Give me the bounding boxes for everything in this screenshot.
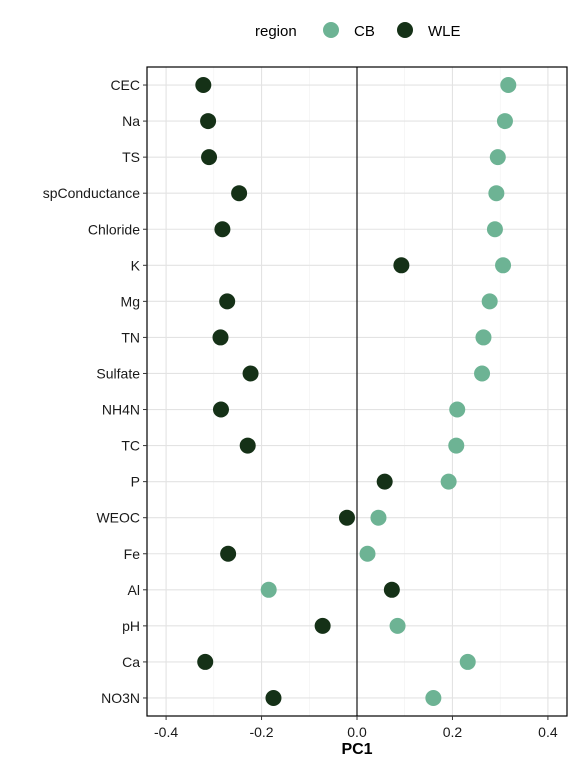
legend: region CB WLE [255,22,461,40]
plot-panel: CEC Na TS spConductance Chloride K Mg TN Sulfate… [43,66,568,740]
x-tick-label: 0.4 [538,724,558,740]
y-tick-label: Mg [121,293,140,309]
y-tick-label: Al [128,582,140,598]
point-wle [214,221,231,238]
legend-label-wle: WLE [428,23,461,40]
point-wle [265,689,282,706]
y-tick-label: Chloride [88,221,140,237]
y-tick-label: TC [121,438,140,454]
y-tick-label: P [131,474,140,490]
point-wle [220,545,237,562]
point-cb [359,545,376,562]
y-tick-label: TS [122,149,140,165]
point-cb [481,293,498,310]
point-cb [459,653,476,670]
point-wle [212,329,229,346]
x-tick-label: -0.2 [249,724,273,740]
point-cb [474,365,491,382]
point-wle [242,365,259,382]
y-tick-label: spConductance [43,185,141,201]
point-wle [212,401,229,418]
y-tick-label: CEC [110,77,140,93]
y-tick-label: NO3N [101,690,140,706]
x-tick-label: 0.0 [347,724,367,740]
point-cb [488,185,505,202]
y-tick-label: K [131,257,141,273]
point-wle [376,473,393,490]
point-wle [195,77,212,94]
y-tick-label: Sulfate [96,365,140,381]
point-cb [489,149,506,166]
y-tick-label: Na [122,113,140,129]
point-wle [314,617,331,634]
point-cb [449,401,466,418]
point-wle [201,149,218,166]
y-tick-label: pH [122,618,140,634]
x-tick-label: -0.4 [154,724,178,740]
x-tick-label: 0.2 [443,724,463,740]
y-tick-label: Ca [122,654,140,670]
point-wle [383,581,400,598]
point-wle [200,113,217,130]
legend-label-cb: CB [354,23,375,40]
y-tick-label: TN [121,329,140,345]
point-wle [219,293,236,310]
point-cb [370,509,387,526]
point-wle [338,509,355,526]
x-axis-title: PC1 [341,741,372,758]
point-cb [486,221,503,238]
point-cb [475,329,492,346]
legend-title: region [255,23,297,40]
point-wle [393,257,410,274]
y-tick-label: WEOC [96,510,140,526]
point-wle [231,185,248,202]
point-cb [496,113,513,130]
point-cb [389,617,406,634]
point-wle [197,653,214,670]
legend-items: CB WLE [323,22,461,40]
point-cb [425,689,442,706]
point-cb [448,437,465,454]
point-cb [260,581,277,598]
point-cb [500,77,517,94]
point-cb [440,473,457,490]
y-tick-label: NH4N [102,402,140,418]
legend-key-cb [323,22,339,38]
y-tick-label: Fe [124,546,141,562]
point-cb [495,257,512,274]
point-wle [239,437,256,454]
legend-key-wle [397,22,413,38]
